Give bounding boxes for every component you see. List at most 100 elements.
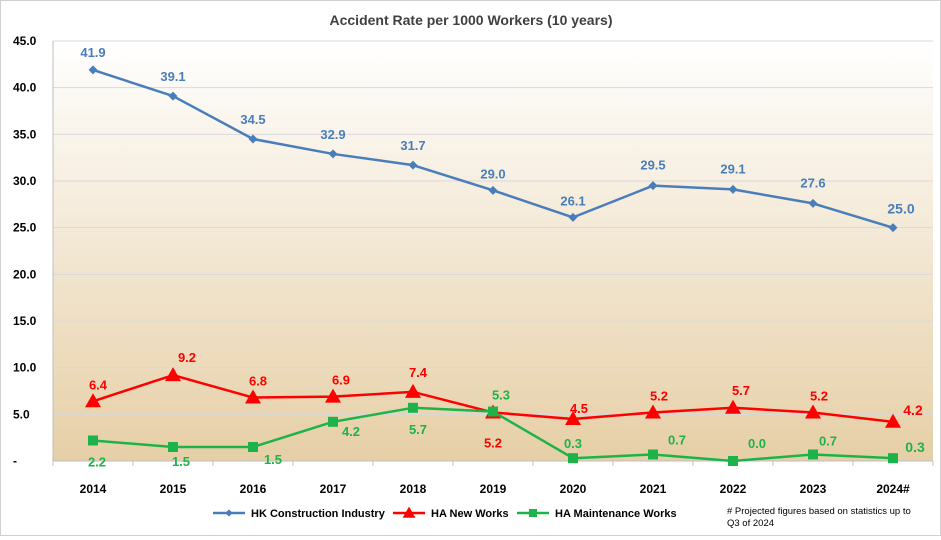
y-tick-label: 35.0 (13, 127, 37, 141)
ha-new-works-point (725, 399, 741, 414)
y-tick-label: 25.0 (13, 221, 37, 235)
hk-construction-industry-data-label: 25.0 (887, 201, 914, 217)
legend-ha-new-works-label: HA New Works (431, 508, 509, 520)
hk-construction-industry-point (568, 212, 578, 222)
ha-maintenance-works-point (248, 442, 258, 452)
hk-construction-industry-point (888, 223, 898, 233)
hk-construction-industry-data-label: 29.1 (720, 161, 745, 176)
ha-maintenance-works-data-label: 1.5 (172, 454, 190, 469)
ha-maintenance-works-point (88, 435, 98, 446)
data-labels: 41.9 39.1 34.5 32.9 31.7 29.0 26.1 29.5 29.1 27.6… (80, 45, 925, 470)
hk-construction-industry-data-label: 39.1 (160, 69, 185, 84)
footnote-line-2: Q3 of 2024 (727, 518, 774, 529)
hk-construction-industry-data-label: 34.5 (240, 112, 265, 127)
x-tick-label: 2022 (720, 482, 747, 496)
ha-maintenance-works-data-label: 1.5 (264, 452, 282, 467)
legend-ha-new-works-marker (402, 506, 416, 518)
y-tick-label: 45.0 (13, 34, 37, 48)
ha-maintenance-works-data-label: 4.2 (342, 424, 360, 439)
ha-new-works-point (165, 367, 181, 382)
ha-maintenance-works-point (728, 456, 738, 466)
y-tick-label: 40.0 (13, 81, 37, 95)
x-tick-label: 2020 (560, 482, 587, 496)
hk-construction-industry-data-label: 41.9 (80, 45, 105, 60)
ha-maintenance-works-data-label: 2.2 (88, 454, 106, 469)
ha-new-works-data-label: 6.8 (249, 374, 267, 389)
ha-maintenance-works-data-label: 5.3 (492, 388, 510, 403)
hk-construction-industry-point (88, 65, 98, 75)
footnote-line-1: # Projected figures based on statistics … (727, 506, 911, 517)
y-tick-label: - (13, 454, 17, 468)
x-tick-label: 2017 (320, 482, 347, 496)
y-tick-label: 5.0 (13, 407, 30, 421)
hk-construction-industry-point (328, 149, 338, 159)
x-tick-label: 2015 (160, 482, 187, 496)
ha-new-works-data-label: 5.2 (484, 435, 502, 450)
hk-construction-industry-point (728, 184, 738, 194)
ha-new-works-data-label: 7.4 (409, 365, 428, 380)
hk-construction-industry-data-label: 31.7 (400, 138, 425, 153)
legend: HK Construction Industry HA New Works HA M… (213, 506, 677, 520)
x-tick-label: 2019 (480, 482, 507, 496)
hk-construction-industry-point (168, 91, 178, 101)
ha-maintenance-works-point (408, 402, 418, 413)
ha-maintenance-works-data-label: 0.0 (748, 436, 766, 451)
ha-new-works-point (85, 393, 101, 408)
hk-construction-industry-point (248, 134, 258, 144)
x-tick-label: 2023 (800, 482, 827, 496)
ha-maintenance-works-point (488, 406, 498, 417)
y-tick-label: 20.0 (13, 267, 37, 281)
legend-ha-maintenance-works-marker (529, 509, 537, 517)
x-tick-label: 2014 (80, 482, 107, 496)
ha-new-works-data-label: 6.9 (332, 373, 350, 388)
ha-maintenance-works-point (808, 449, 818, 460)
ha-new-works-point (645, 404, 661, 419)
ha-new-works-data-label: 4.2 (903, 402, 923, 418)
ha-maintenance-works-data-label: 0.3 (564, 436, 582, 451)
hk-construction-industry-data-label: 29.0 (480, 166, 505, 181)
ha-new-works-point (805, 404, 821, 419)
hk-construction-industry-point (648, 181, 658, 191)
ha-maintenance-works-point (328, 416, 338, 427)
ha-maintenance-works-point (568, 453, 578, 464)
x-tick-label: 2024# (876, 482, 910, 496)
ha-new-works-data-label: 4.5 (570, 401, 588, 416)
legend-hk-construction-industry-marker (225, 509, 233, 517)
x-tick-label: 2018 (400, 482, 427, 496)
chart-title: Accident Rate per 1000 Workers (10 years… (330, 12, 613, 28)
ha-new-works-point (565, 411, 581, 425)
ha-new-works-data-label: 9.2 (178, 350, 196, 365)
legend-hk-construction-industry-label: HK Construction Industry (251, 508, 386, 520)
gridlines (53, 40, 933, 415)
ha-new-works-point (885, 413, 901, 428)
x-tick-label: 2016 (240, 482, 267, 496)
ha-maintenance-works-data-label: 0.3 (905, 439, 925, 455)
ha-new-works-data-label: 5.2 (650, 388, 668, 403)
ha-new-works-data-label: 6.4 (89, 377, 108, 392)
hk-construction-industry-data-label: 26.1 (560, 193, 585, 208)
legend-ha-maintenance-works-label: HA Maintenance Works (555, 508, 677, 520)
hk-construction-industry-point (488, 185, 498, 195)
ha-new-works-data-label: 5.2 (810, 388, 828, 403)
x-tick-label: 2021 (640, 482, 667, 496)
ha-new-works-point (405, 383, 421, 398)
hk-construction-industry-data-label: 29.5 (640, 158, 665, 173)
ha-maintenance-works-point (168, 442, 178, 452)
series-layer (85, 65, 901, 466)
ha-maintenance-works-data-label: 0.7 (668, 432, 686, 447)
ha-maintenance-works-data-label: 0.7 (819, 433, 837, 448)
y-tick-label: 10.0 (13, 361, 37, 375)
ha-new-works-point (245, 389, 261, 404)
hk-construction-industry-data-label: 32.9 (320, 127, 345, 142)
ha-new-works-point (325, 388, 341, 403)
y-tick-label: 15.0 (13, 314, 37, 328)
ha-maintenance-works-point (648, 449, 658, 460)
hk-construction-industry-data-label: 27.6 (800, 175, 825, 190)
hk-construction-industry-point (808, 198, 818, 208)
ha-maintenance-works-data-label: 5.7 (409, 422, 427, 437)
axes: - 5.0 10.0 15.0 20.0 25.0 30.0 35.0 40.0 45.0 2014… (13, 34, 934, 496)
ha-maintenance-works-point (888, 453, 898, 464)
hk-construction-industry-point (408, 160, 418, 170)
